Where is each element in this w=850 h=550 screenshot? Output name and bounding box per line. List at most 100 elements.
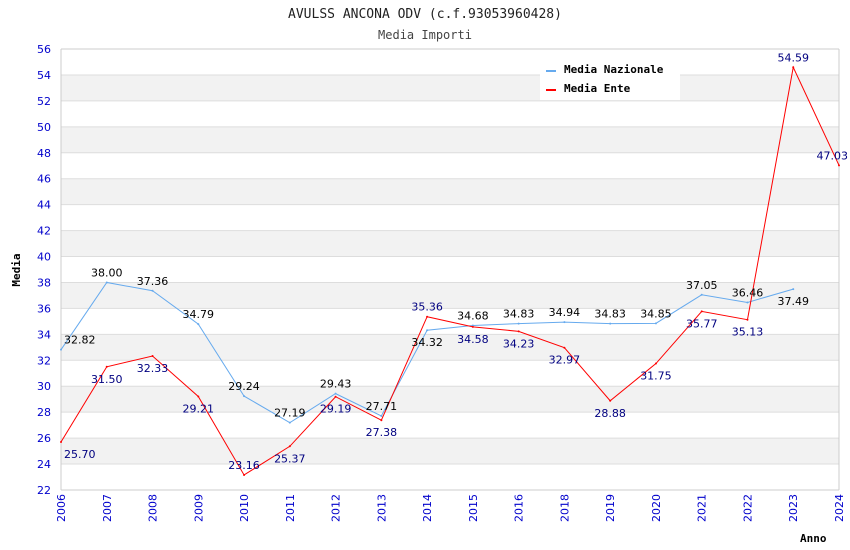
x-tick-label: 2018 bbox=[558, 494, 571, 522]
data-label: 29.43 bbox=[320, 378, 352, 391]
data-point bbox=[746, 318, 749, 321]
x-tick-label: 2015 bbox=[467, 494, 480, 522]
data-label: 34.94 bbox=[549, 306, 581, 319]
data-point bbox=[517, 330, 520, 333]
data-label: 34.83 bbox=[503, 308, 535, 321]
data-label: 35.77 bbox=[686, 317, 718, 330]
y-tick-label: 42 bbox=[37, 225, 51, 238]
data-label: 34.23 bbox=[503, 337, 535, 350]
x-tick-label: 2023 bbox=[787, 494, 800, 522]
legend-label-nazionale: Media Nazionale bbox=[564, 63, 664, 76]
data-point bbox=[105, 365, 108, 368]
grid-band bbox=[61, 230, 839, 257]
data-point bbox=[700, 310, 703, 313]
data-label: 34.83 bbox=[594, 308, 626, 321]
data-label: 23.16 bbox=[228, 459, 260, 472]
data-point bbox=[838, 164, 840, 167]
data-label: 34.32 bbox=[411, 336, 443, 349]
x-tick-label: 2024 bbox=[833, 494, 846, 522]
y-tick-label: 38 bbox=[37, 276, 51, 289]
data-point bbox=[792, 288, 795, 291]
y-axis-label: Media bbox=[10, 253, 23, 286]
chart-subtitle: Media Importi bbox=[378, 28, 472, 42]
x-tick-label: 2011 bbox=[284, 494, 297, 522]
data-point bbox=[151, 355, 154, 358]
data-point bbox=[334, 392, 337, 395]
data-point bbox=[426, 315, 429, 318]
data-label: 27.38 bbox=[366, 426, 398, 439]
y-tick-label: 34 bbox=[37, 328, 51, 341]
data-point bbox=[105, 281, 108, 284]
data-point bbox=[654, 322, 657, 325]
data-label: 28.88 bbox=[594, 407, 626, 420]
data-point bbox=[243, 395, 246, 398]
x-tick-label: 2007 bbox=[101, 494, 114, 522]
data-point bbox=[471, 325, 474, 328]
data-point bbox=[243, 473, 246, 476]
grid-band bbox=[61, 178, 839, 205]
grid-band bbox=[61, 438, 839, 465]
data-point bbox=[563, 346, 566, 349]
data-label: 54.59 bbox=[777, 51, 809, 64]
grid-band bbox=[61, 74, 839, 101]
data-point bbox=[792, 66, 795, 69]
data-label: 32.97 bbox=[549, 354, 581, 367]
y-tick-label: 44 bbox=[37, 199, 51, 212]
y-tick-label: 54 bbox=[37, 69, 51, 82]
data-point bbox=[288, 445, 291, 448]
legend: Media Nazionale Media Ente bbox=[540, 58, 680, 100]
y-tick-label: 24 bbox=[37, 458, 51, 471]
data-point bbox=[334, 395, 337, 398]
data-point bbox=[609, 399, 612, 402]
data-point bbox=[60, 348, 62, 351]
y-tick-label: 36 bbox=[37, 302, 51, 315]
y-tick-label: 56 bbox=[37, 43, 51, 56]
data-label: 35.36 bbox=[411, 301, 443, 314]
data-label: 37.05 bbox=[686, 279, 718, 292]
data-label: 34.58 bbox=[457, 333, 489, 346]
data-label: 32.33 bbox=[137, 362, 169, 375]
data-label: 47.03 bbox=[817, 149, 849, 162]
data-label: 36.46 bbox=[732, 286, 764, 299]
grid-band bbox=[61, 282, 839, 309]
y-tick-label: 30 bbox=[37, 380, 51, 393]
data-label: 29.21 bbox=[183, 402, 215, 415]
x-tick-label: 2021 bbox=[696, 494, 709, 522]
grid-band bbox=[61, 334, 839, 361]
data-point bbox=[380, 419, 383, 422]
data-label: 37.36 bbox=[137, 275, 169, 288]
data-label: 38.00 bbox=[91, 266, 123, 279]
data-label: 25.70 bbox=[64, 448, 96, 461]
data-label: 32.82 bbox=[64, 334, 96, 347]
y-tick-label: 50 bbox=[37, 121, 51, 134]
data-point bbox=[517, 322, 520, 325]
data-label: 29.19 bbox=[320, 403, 352, 416]
y-tick-label: 28 bbox=[37, 406, 51, 419]
x-tick-label: 2009 bbox=[192, 494, 205, 522]
y-tick-label: 48 bbox=[37, 147, 51, 160]
y-tick-label: 32 bbox=[37, 354, 51, 367]
grid-band bbox=[61, 126, 839, 153]
data-point bbox=[654, 362, 657, 365]
grid-band bbox=[61, 386, 839, 413]
data-point bbox=[700, 293, 703, 296]
data-point bbox=[380, 414, 383, 417]
data-label: 31.75 bbox=[640, 370, 672, 383]
x-tick-label: 2008 bbox=[147, 494, 160, 522]
data-label: 34.68 bbox=[457, 310, 489, 323]
data-label: 27.19 bbox=[274, 407, 306, 420]
data-point bbox=[151, 289, 154, 292]
legend-label-ente: Media Ente bbox=[564, 82, 631, 95]
x-tick-label: 2010 bbox=[238, 494, 251, 522]
data-label: 31.50 bbox=[91, 373, 123, 386]
x-tick-label: 2022 bbox=[741, 494, 754, 522]
data-point bbox=[60, 441, 62, 444]
x-tick-label: 2020 bbox=[650, 494, 663, 522]
x-tick-label: 2019 bbox=[604, 494, 617, 522]
x-tick-label: 2012 bbox=[330, 494, 343, 522]
x-tick-label: 2006 bbox=[55, 494, 68, 522]
data-label: 29.24 bbox=[228, 380, 260, 393]
y-tick-label: 26 bbox=[37, 432, 51, 445]
x-tick-label: 2016 bbox=[513, 494, 526, 522]
